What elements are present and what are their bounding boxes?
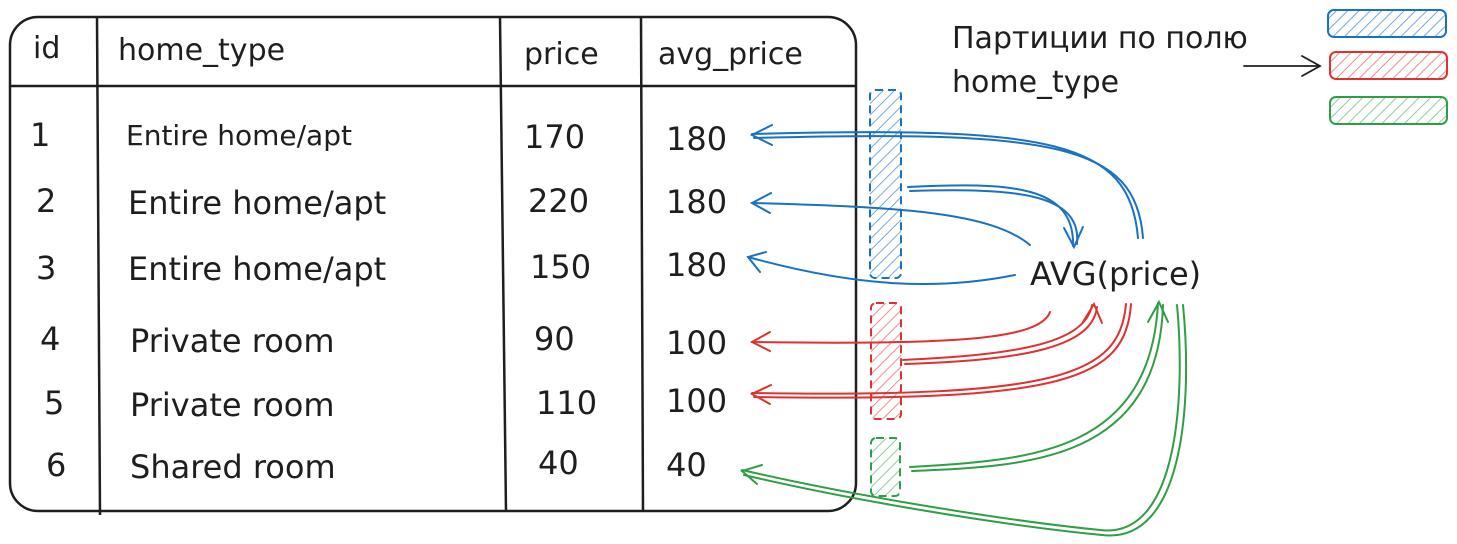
table-border: [8, 15, 858, 513]
arrow-avg-to-row-1: [753, 135, 1144, 239]
data-table: id home_type price avg_price 1 Entire ho…: [8, 15, 858, 516]
arrow-avg-to-row-3: [747, 256, 1016, 286]
cell-avg-price: 100: [666, 382, 727, 420]
arrow-blue-partition-to-avg: [909, 189, 1079, 245]
cell-price: 220: [528, 182, 589, 220]
arrow-avg-to-row-4: [751, 311, 1051, 344]
cell-home-type: Private room: [130, 322, 335, 360]
header-id: id: [33, 31, 60, 66]
arrow-avg-to-row-6: [741, 304, 1181, 532]
arrow-red-partition-to-avg: [904, 306, 1098, 365]
column-divider: [639, 16, 645, 513]
cell-home-type: Private room: [130, 386, 335, 424]
cell-avg-price: 40: [666, 446, 707, 484]
cell-id: 5: [44, 384, 64, 422]
arrowhead-blue: [749, 124, 773, 146]
header-avg-price: avg_price: [658, 37, 803, 72]
legend-text-line-1: Партиции по полю: [952, 21, 1248, 56]
header-home-type: home_type: [118, 33, 285, 68]
cell-id: 3: [36, 249, 56, 287]
cell-avg-price: 180: [666, 246, 727, 284]
cell-price: 110: [536, 384, 597, 422]
red-arrows: [749, 301, 1132, 405]
legend-text-line-2: home_type: [952, 65, 1119, 100]
cell-home-type: Entire home/apt: [128, 184, 386, 222]
partition-marker-red: [870, 302, 902, 420]
cell-price: 90: [534, 320, 575, 358]
arrowhead-blue: [749, 192, 772, 214]
partition-markers: [869, 89, 902, 497]
column-divider: [498, 16, 508, 513]
arrowhead-blue: [1063, 226, 1084, 250]
avg-price-formula: AVG(price): [1030, 255, 1201, 293]
cell-home-type: Entire home/apt: [126, 119, 352, 152]
arrowhead-green: [739, 464, 763, 485]
arrow-avg-to-row-1: [751, 131, 1139, 239]
cell-id: 1: [30, 116, 50, 154]
arrow-red-partition-to-avg: [902, 304, 1093, 361]
arrowhead-blue: [746, 251, 767, 273]
legend-swatch-blue: [1327, 9, 1447, 38]
arrow-avg-to-row-5: [753, 303, 1132, 399]
partition-marker-green: [870, 437, 901, 497]
cell-id: 2: [36, 182, 56, 220]
arrow-green-partition-to-avg: [909, 302, 1159, 468]
arrowhead-red: [749, 384, 772, 405]
cell-avg-price: 100: [666, 324, 727, 362]
cell-id: 4: [40, 320, 60, 358]
arrowhead-red: [1082, 301, 1103, 324]
cell-price: 150: [530, 248, 591, 286]
arrowhead-red: [749, 331, 771, 352]
cell-avg-price: 180: [666, 183, 727, 221]
cell-home-type: Shared room: [130, 448, 336, 486]
arrowhead-green: [1147, 299, 1169, 323]
cell-price: 170: [524, 118, 585, 156]
header-price: price: [524, 37, 599, 72]
arrow-avg-to-row-5: [751, 303, 1127, 395]
arrow-avg-to-row-6: [743, 304, 1188, 537]
legend-swatch-green: [1329, 96, 1448, 125]
green-arrows: [739, 299, 1188, 537]
legend-arrow: [1243, 55, 1322, 77]
cell-id: 6: [46, 446, 66, 484]
column-divider: [95, 16, 102, 516]
partition-legend: Партиции по полю home_type: [952, 9, 1448, 125]
partition-marker-blue: [869, 89, 902, 279]
blue-arrows: [746, 124, 1144, 286]
legend-swatch-red: [1329, 51, 1448, 80]
arrow-avg-to-row-2: [751, 202, 1031, 246]
cell-price: 40: [538, 444, 579, 482]
arrow-green-partition-to-avg: [911, 304, 1164, 472]
cell-home-type: Entire home/apt: [128, 250, 386, 288]
cell-avg-price: 180: [666, 120, 727, 158]
arrow-blue-partition-to-avg: [907, 184, 1075, 247]
